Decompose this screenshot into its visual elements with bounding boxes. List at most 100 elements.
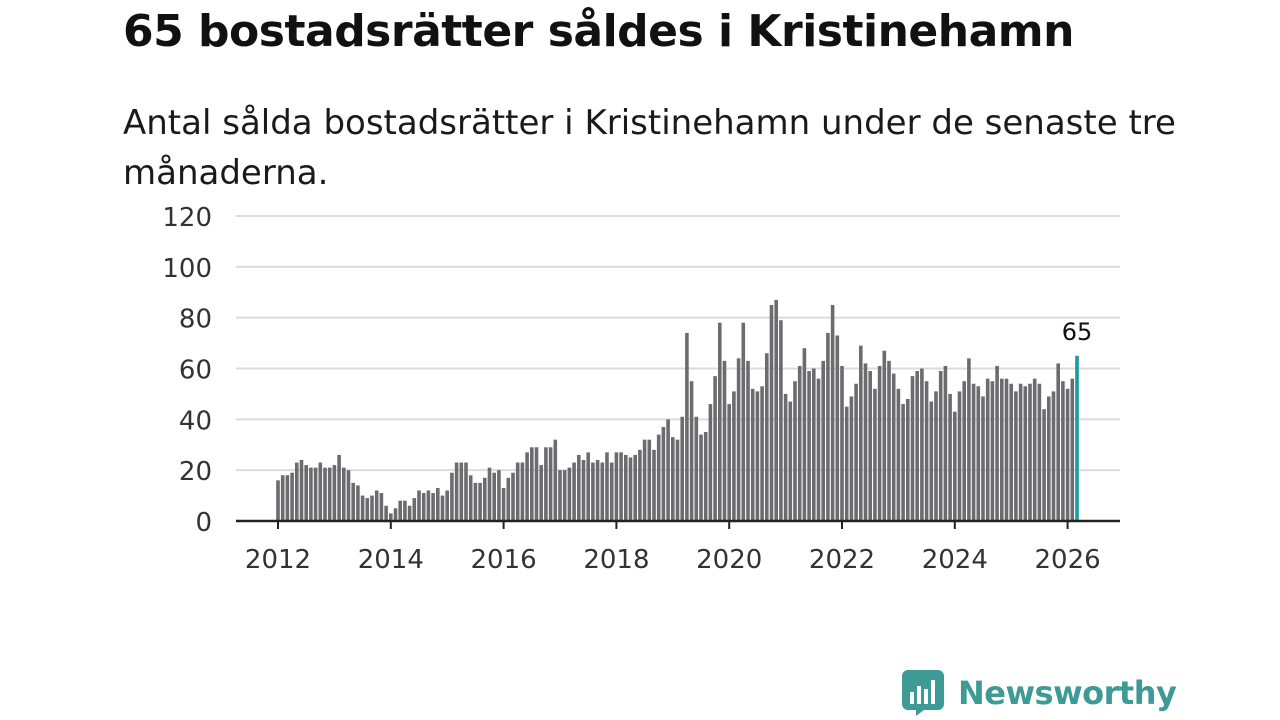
newsworthy-logo-icon — [902, 670, 944, 716]
bar — [290, 472, 294, 521]
bar — [468, 475, 473, 521]
bar — [548, 447, 553, 521]
bar — [342, 467, 346, 522]
bar — [967, 358, 971, 521]
y-tick-label: 60 — [179, 356, 212, 386]
bar — [313, 467, 318, 522]
bar — [567, 467, 572, 522]
bar — [779, 320, 783, 521]
bar — [520, 462, 525, 521]
bar — [849, 396, 854, 521]
bar — [389, 513, 393, 522]
bar — [351, 482, 355, 522]
bar — [440, 495, 445, 521]
bar — [901, 404, 905, 521]
bar — [1051, 391, 1056, 522]
bar — [755, 391, 760, 522]
bar — [793, 381, 797, 521]
bar — [995, 365, 999, 521]
bar — [835, 335, 840, 521]
bar — [868, 371, 872, 521]
bar — [393, 508, 398, 521]
bar — [877, 365, 882, 521]
bar — [962, 381, 966, 521]
bar — [891, 373, 896, 521]
bar — [1004, 378, 1009, 521]
newsworthy-logo[interactable]: Newsworthy — [902, 670, 1177, 716]
bar — [854, 383, 858, 521]
bar — [769, 304, 774, 521]
bar — [572, 462, 576, 521]
bar — [318, 462, 323, 521]
bar — [1070, 378, 1075, 521]
bar — [765, 353, 769, 521]
bar — [652, 449, 656, 521]
bar — [501, 487, 506, 521]
bar — [295, 462, 299, 521]
bar — [816, 378, 821, 521]
bar — [741, 322, 746, 521]
bar — [304, 465, 308, 521]
bar — [511, 472, 515, 521]
bar — [722, 360, 727, 522]
bar — [910, 376, 915, 522]
bar — [374, 490, 379, 521]
y-tick-label: 120 — [162, 203, 212, 233]
bar — [934, 391, 938, 522]
bar — [638, 449, 642, 521]
x-tick-label: 2014 — [358, 545, 424, 575]
bar — [562, 470, 567, 521]
bar — [431, 493, 435, 521]
bar — [398, 500, 402, 521]
x-tick-label: 2016 — [471, 545, 537, 575]
bar — [633, 454, 637, 521]
bar — [807, 371, 811, 521]
bar — [953, 411, 957, 521]
bar — [985, 378, 990, 521]
bar — [924, 381, 929, 521]
y-tick-label: 40 — [179, 406, 212, 436]
bar — [384, 505, 388, 521]
bar — [609, 462, 614, 521]
bar — [544, 447, 548, 521]
brand-name: Newsworthy — [958, 674, 1177, 712]
bar — [586, 452, 590, 522]
bar — [600, 462, 605, 521]
bar — [826, 332, 830, 521]
bar — [647, 439, 652, 521]
bar — [454, 462, 459, 521]
bar — [1047, 396, 1051, 521]
bar — [403, 500, 407, 521]
bar — [492, 472, 496, 521]
bar — [577, 454, 581, 521]
bar — [309, 467, 313, 522]
bar — [732, 391, 736, 522]
bar — [821, 360, 825, 522]
bar — [840, 365, 844, 521]
bar — [487, 467, 492, 522]
bar — [370, 495, 374, 521]
y-tick-label: 100 — [162, 254, 212, 284]
bar — [497, 470, 501, 521]
bar — [1065, 388, 1070, 521]
bar — [459, 462, 464, 521]
bar — [943, 365, 948, 521]
bar — [1009, 383, 1013, 521]
bar — [642, 439, 647, 521]
bar — [450, 472, 454, 521]
bar — [746, 360, 750, 522]
bar — [887, 360, 891, 522]
bar — [699, 434, 703, 521]
bar — [614, 452, 619, 522]
bar — [783, 393, 788, 521]
bar — [990, 381, 995, 521]
bar — [558, 470, 562, 521]
bar — [327, 467, 332, 522]
bar — [407, 505, 412, 521]
bar — [760, 386, 764, 521]
x-tick-label: 2026 — [1035, 545, 1101, 575]
bar — [530, 447, 534, 521]
bar — [802, 348, 807, 521]
bar — [948, 393, 952, 521]
bar — [595, 460, 600, 521]
